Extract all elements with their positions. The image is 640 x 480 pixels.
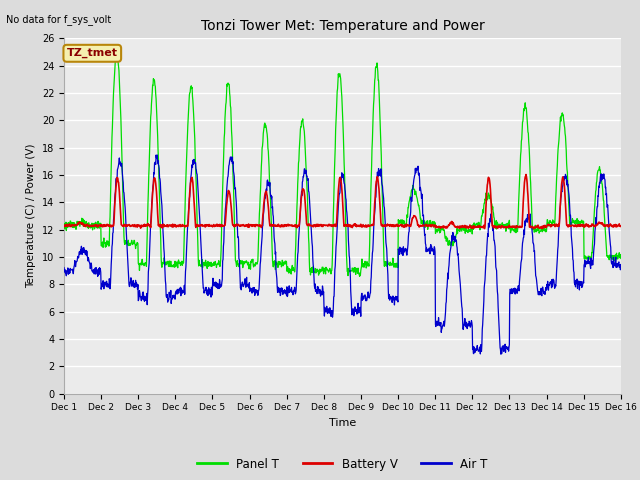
Text: No data for f_sys_volt: No data for f_sys_volt	[6, 14, 111, 25]
Legend: Panel T, Battery V, Air T: Panel T, Battery V, Air T	[193, 453, 492, 475]
Title: Tonzi Tower Met: Temperature and Power: Tonzi Tower Met: Temperature and Power	[200, 19, 484, 33]
X-axis label: Time: Time	[329, 418, 356, 428]
Y-axis label: Temperature (C) / Power (V): Temperature (C) / Power (V)	[26, 144, 36, 288]
Text: TZ_tmet: TZ_tmet	[67, 48, 118, 59]
